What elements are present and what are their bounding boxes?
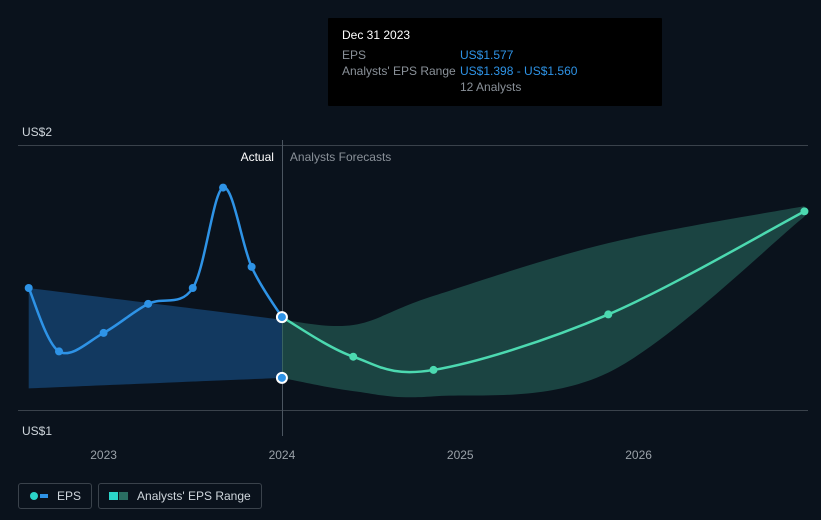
legend-item-eps[interactable]: EPS [18, 483, 92, 509]
plot-svg [18, 140, 808, 436]
legend-label: Analysts' EPS Range [137, 489, 251, 503]
plot-area[interactable]: Actual Analysts Forecasts [18, 140, 808, 436]
x-tick-label: 2024 [269, 448, 296, 462]
legend-item-eps-range[interactable]: Analysts' EPS Range [98, 483, 262, 509]
x-tick-label: 2026 [625, 448, 652, 462]
tooltip-row-label: Analysts' EPS Range [342, 64, 460, 78]
range-swatch-icon [109, 491, 129, 501]
tooltip-row-value: US$1.398 - US$1.560 [460, 64, 577, 78]
legend: EPS Analysts' EPS Range [18, 483, 262, 509]
eps-swatch-icon [29, 491, 49, 501]
chart-tooltip: Dec 31 2023 EPS US$1.577 Analysts' EPS R… [328, 18, 662, 106]
tooltip-row-value: US$1.577 [460, 48, 513, 62]
tooltip-date: Dec 31 2023 [342, 28, 648, 42]
y-tick-label: US$2 [22, 125, 52, 139]
tooltip-sub: 12 Analysts [460, 80, 648, 94]
x-axis-ticks: 2023 2024 2025 2026 [18, 448, 808, 466]
legend-label: EPS [57, 489, 81, 503]
tooltip-row-label: EPS [342, 48, 460, 62]
x-tick-label: 2025 [447, 448, 474, 462]
eps-chart: US$2 US$1 Actual Analysts Forecasts 2023… [0, 0, 821, 520]
x-tick-label: 2023 [90, 448, 117, 462]
